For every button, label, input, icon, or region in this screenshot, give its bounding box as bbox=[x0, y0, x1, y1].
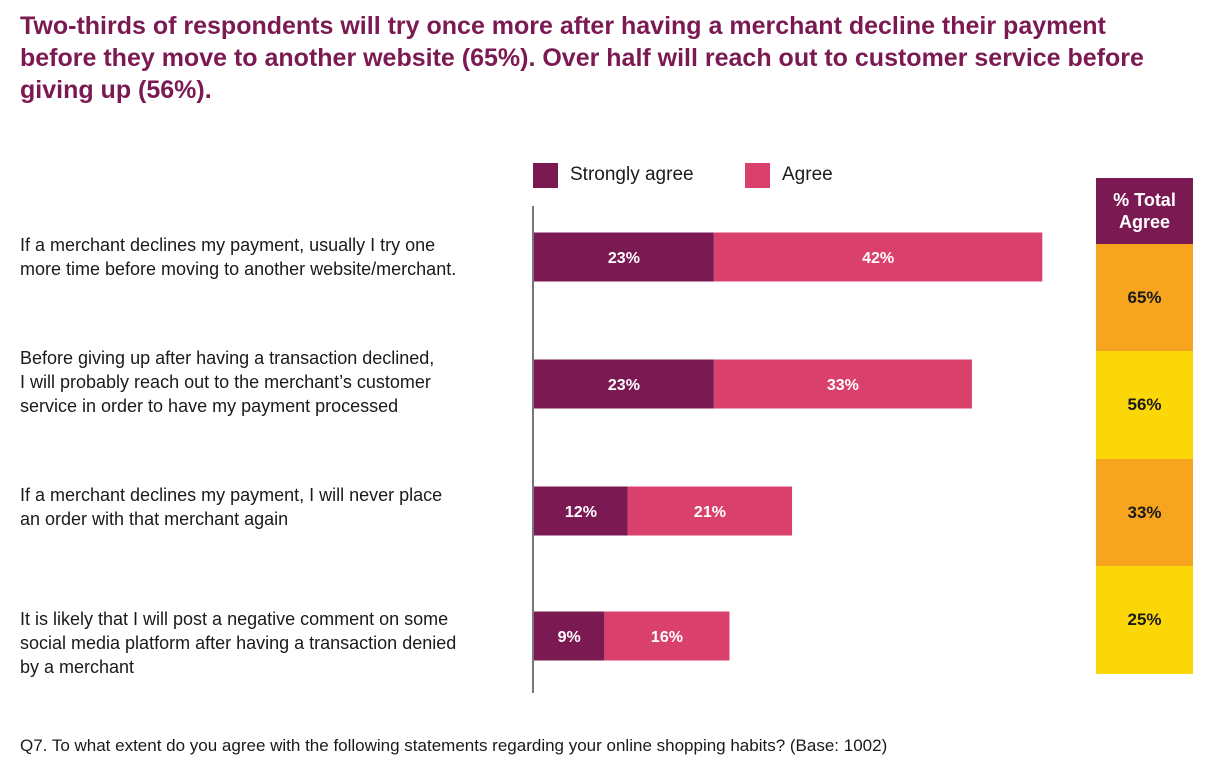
bar-value-label: 33% bbox=[827, 377, 859, 394]
bar-segment-agree bbox=[713, 359, 972, 409]
category-label: If a merchant declines my payment, I wil… bbox=[20, 485, 443, 529]
bar-segment-strongly-agree bbox=[534, 359, 714, 409]
category-label: If a merchant declines my payment, usual… bbox=[20, 235, 457, 279]
bar-segment-agree bbox=[627, 486, 793, 536]
legend-label-agree: Agree bbox=[782, 164, 833, 185]
total-agree-header: % Total Agree bbox=[1096, 178, 1193, 244]
total-agree-cell: 65% bbox=[1096, 244, 1193, 351]
bar-segment-strongly-agree bbox=[534, 486, 628, 536]
bar-value-label: 42% bbox=[862, 250, 894, 267]
total-agree-cell: 33% bbox=[1096, 459, 1193, 566]
chart-title: Two-thirds of respondents will try once … bbox=[20, 12, 1144, 104]
bar-value-label: 12% bbox=[565, 504, 597, 521]
bar-segment-strongly-agree bbox=[534, 232, 714, 282]
bar-segment-agree bbox=[713, 232, 1043, 282]
total-agree-cell: 56% bbox=[1096, 351, 1193, 459]
total-agree-cell: 25% bbox=[1096, 566, 1193, 674]
bar-value-label: 9% bbox=[558, 629, 581, 646]
legend-label-strongly-agree: Strongly agree bbox=[570, 164, 694, 185]
footnote: Q7. To what extent do you agree with the… bbox=[20, 736, 888, 755]
legend-swatch-strongly-agree bbox=[533, 162, 558, 188]
category-label: Before giving up after having a transact… bbox=[20, 348, 435, 416]
bar-value-label: 23% bbox=[608, 377, 640, 394]
bar-value-label: 21% bbox=[694, 504, 726, 521]
total-agree-column: % Total Agree 65% 56% 33% 25% bbox=[1096, 178, 1193, 674]
legend-item-strongly-agree: Strongly agree bbox=[533, 162, 694, 188]
legend-item-agree: Agree bbox=[745, 162, 833, 188]
bar-value-label: 16% bbox=[651, 629, 683, 646]
bar-value-label: 23% bbox=[608, 250, 640, 267]
bar-segment-agree bbox=[604, 611, 730, 661]
bar-segment-strongly-agree bbox=[534, 611, 605, 661]
legend-swatch-agree bbox=[745, 162, 770, 188]
category-label: It is likely that I will post a negative… bbox=[20, 609, 457, 677]
